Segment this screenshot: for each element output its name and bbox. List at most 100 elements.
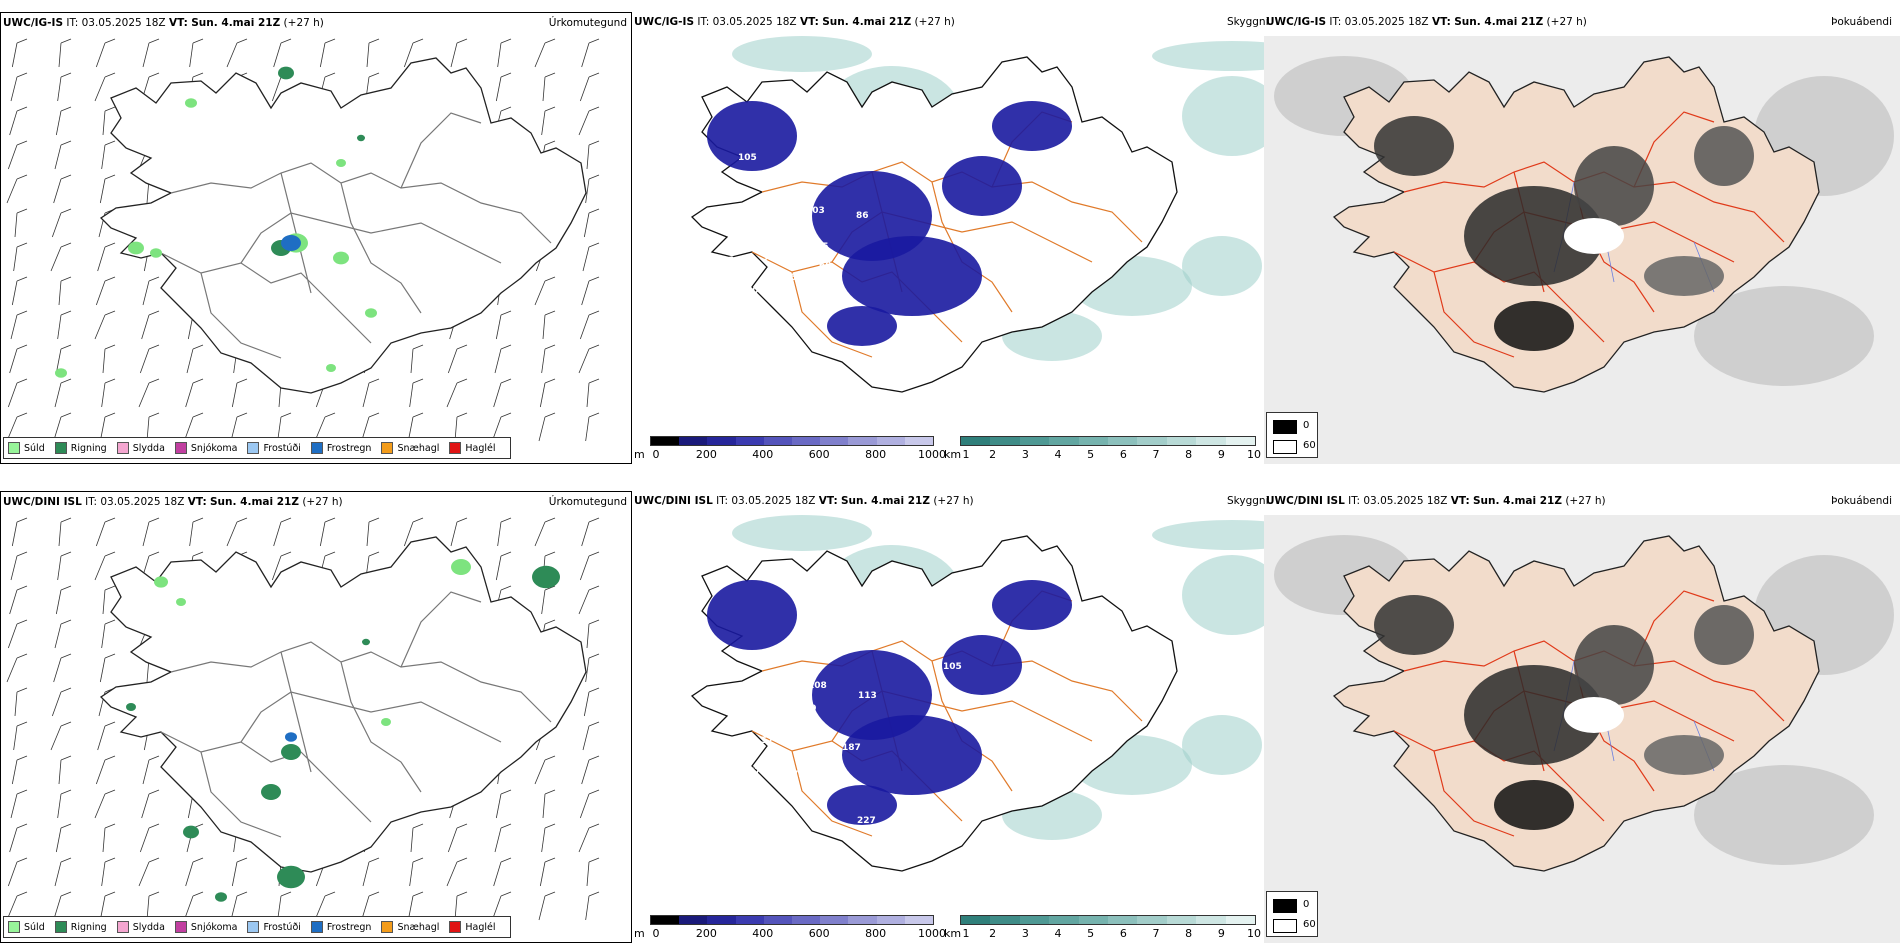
legend-item: Snæhagl xyxy=(381,442,439,454)
cloud-base-label: 46 xyxy=(632,715,641,725)
wind-barb xyxy=(534,38,556,68)
cloud-base-label: 57 xyxy=(640,632,653,642)
road xyxy=(340,661,422,793)
wind-barb xyxy=(10,789,28,819)
wind-barb xyxy=(54,857,72,887)
fog-area xyxy=(1494,301,1574,351)
precip-area xyxy=(326,364,336,372)
precip-area xyxy=(281,744,301,760)
wind-barb xyxy=(94,789,116,819)
wind-barb xyxy=(95,517,116,547)
colorbar-tick: 800 xyxy=(865,927,887,940)
cloud-base-label: 86 xyxy=(773,723,786,733)
wind-barb xyxy=(231,857,248,887)
wind-barb xyxy=(10,72,28,102)
wind-barb xyxy=(101,619,116,649)
wind-barb xyxy=(10,551,28,581)
precip-area xyxy=(154,576,168,588)
wind-barb xyxy=(446,378,468,408)
fog-legend-swatch xyxy=(1273,440,1297,454)
wind-barb xyxy=(55,106,72,136)
cloud-base-label: 81 xyxy=(871,135,884,145)
cloud-base-label: 108 xyxy=(808,681,827,691)
fog-area xyxy=(1494,780,1574,830)
cloud-base-label: 105 xyxy=(738,153,757,163)
wind-barb xyxy=(579,72,600,102)
cloud-base-label: 98 xyxy=(788,787,801,797)
cloud-base-label: 51 xyxy=(784,168,797,178)
precip-map xyxy=(6,517,600,921)
wind-barb xyxy=(273,38,292,68)
wind-barb xyxy=(102,106,116,136)
legend-label: Frostregn xyxy=(326,921,372,933)
wind-barb xyxy=(231,378,248,408)
wind-barb xyxy=(581,517,600,547)
fog-legend-label: 0 xyxy=(1303,420,1310,431)
wind-barb xyxy=(495,72,512,102)
colorbar-tick: 600 xyxy=(808,927,830,940)
panel-type-title: Úrkomutegund xyxy=(548,17,627,29)
cloud-base-label: 67 xyxy=(771,217,784,227)
colorbar-tick: 5 xyxy=(1087,448,1095,461)
colorbar-strip xyxy=(650,436,934,446)
wind-barb xyxy=(54,378,72,408)
wind-barb xyxy=(583,208,600,238)
colorbar-tick: 4 xyxy=(1054,448,1062,461)
colorbar-tick: 10 xyxy=(1247,927,1261,940)
cloud-base-area xyxy=(707,101,797,171)
colorbar-unit: m xyxy=(634,927,645,940)
wind-barb xyxy=(362,857,380,887)
wind-barb xyxy=(99,653,116,683)
wind-barb xyxy=(581,755,600,785)
wind-barb xyxy=(494,823,512,853)
precip-area xyxy=(183,825,199,839)
cloud-base-label: 48 xyxy=(716,736,729,746)
colorbar-tick: 8 xyxy=(1185,448,1193,461)
wind-barb xyxy=(583,687,600,717)
wind-barb xyxy=(7,378,28,408)
wind-barb xyxy=(495,551,512,581)
colorbar-tick: 6 xyxy=(1119,448,1127,461)
legend-label: Rigning xyxy=(70,921,107,933)
wind-barb xyxy=(11,38,28,68)
cloud-base-label: 38 xyxy=(748,334,761,344)
legend-swatch xyxy=(449,921,462,933)
fog-title: Þokuábendi xyxy=(1831,16,1892,28)
cloud-base-label: 41 xyxy=(792,185,805,195)
iceland-map xyxy=(99,57,587,394)
fog-legend-label: 60 xyxy=(1303,919,1316,930)
wind-barb xyxy=(97,242,116,272)
legend-swatch xyxy=(174,921,187,933)
wind-barb xyxy=(50,721,72,751)
cloudbase-map: 6147435466573446484269578655777298741877… xyxy=(632,515,1264,872)
wind-barb xyxy=(541,585,556,615)
colorbar-tick: 1 xyxy=(962,448,970,461)
cloud-base-label: 80 xyxy=(660,800,673,810)
wind-barb xyxy=(95,38,116,68)
wind-barb xyxy=(410,823,424,853)
wind-barb xyxy=(534,276,556,306)
fog-area xyxy=(1574,625,1654,705)
wind-barb xyxy=(58,276,72,306)
wind-barb xyxy=(138,857,160,887)
legend-item: Frostúði xyxy=(247,442,301,454)
colorbar-tick: 8 xyxy=(1185,927,1193,940)
legend-item: Frostregn xyxy=(310,921,372,933)
cloud-base-label: 63 xyxy=(632,192,638,202)
colorbar-tick: 400 xyxy=(752,927,774,940)
cloud-base-area xyxy=(842,236,982,316)
wind-barb xyxy=(585,653,600,683)
cloudbase-map: 4064635867666340338637435134816560686510… xyxy=(632,36,1264,393)
cloud-base-label: 68 xyxy=(814,275,827,285)
cloudbase-visibility-panel-1: UWC/IG-IS IT: 03.05.2025 18Z VT: Sun. 4.… xyxy=(632,12,1264,464)
precip-area xyxy=(333,251,349,265)
wind-barb xyxy=(54,619,72,649)
cloud-base-area xyxy=(992,101,1072,151)
wind-barb xyxy=(9,106,28,136)
cloud-base-label: 74 xyxy=(817,761,830,771)
cloud-base-label: 183 xyxy=(924,164,943,174)
cloud-base-label: 43 xyxy=(722,256,735,266)
cloud-base-label: 187 xyxy=(842,743,861,753)
road xyxy=(240,212,502,264)
fog-legend-swatch xyxy=(1273,420,1297,434)
